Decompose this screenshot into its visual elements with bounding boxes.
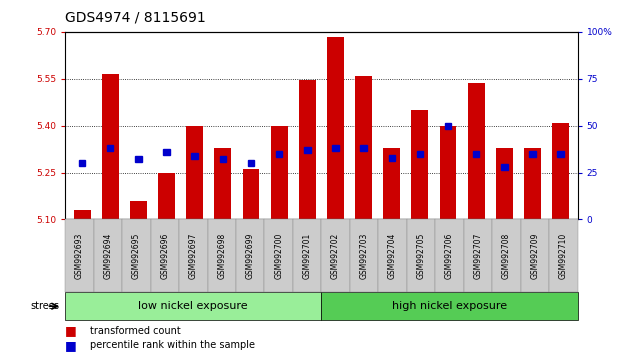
Bar xyxy=(468,84,484,219)
Text: GSM992700: GSM992700 xyxy=(274,233,283,279)
Text: GSM992703: GSM992703 xyxy=(360,233,368,279)
Text: GSM992698: GSM992698 xyxy=(217,233,226,279)
Text: ■: ■ xyxy=(65,325,77,337)
Bar xyxy=(214,148,231,219)
Text: GSM992706: GSM992706 xyxy=(445,233,454,279)
Bar xyxy=(327,36,344,219)
Bar xyxy=(79,160,85,166)
Text: GSM992696: GSM992696 xyxy=(160,233,170,279)
Text: GSM992701: GSM992701 xyxy=(302,233,312,279)
Bar xyxy=(383,148,400,219)
Bar xyxy=(130,201,147,219)
Text: GSM992702: GSM992702 xyxy=(331,233,340,279)
Text: GDS4974 / 8115691: GDS4974 / 8115691 xyxy=(65,11,206,25)
Bar xyxy=(163,149,170,155)
Text: GSM992709: GSM992709 xyxy=(530,233,539,279)
Text: GSM992708: GSM992708 xyxy=(502,233,511,279)
Text: transformed count: transformed count xyxy=(90,326,181,336)
Bar xyxy=(107,145,114,151)
Text: GSM992694: GSM992694 xyxy=(104,233,112,279)
Bar xyxy=(524,148,541,219)
Bar xyxy=(276,151,283,157)
Bar xyxy=(220,156,226,162)
Bar xyxy=(501,164,507,170)
Bar xyxy=(473,151,479,157)
Bar xyxy=(412,110,428,219)
Bar xyxy=(299,80,315,219)
Bar xyxy=(191,153,198,159)
Text: GSM992699: GSM992699 xyxy=(246,233,255,279)
Bar xyxy=(360,145,367,151)
Bar xyxy=(440,126,456,219)
Bar xyxy=(389,155,395,161)
Bar xyxy=(417,151,423,157)
Bar xyxy=(496,148,513,219)
Text: GSM992693: GSM992693 xyxy=(75,233,84,279)
Bar xyxy=(552,122,569,219)
Bar xyxy=(135,156,142,162)
Bar xyxy=(248,160,254,166)
Bar xyxy=(355,76,372,219)
Text: GSM992704: GSM992704 xyxy=(388,233,397,279)
Bar xyxy=(529,151,536,157)
Text: ■: ■ xyxy=(65,339,77,352)
Bar xyxy=(332,145,338,151)
Text: GSM992707: GSM992707 xyxy=(473,233,483,279)
Text: low nickel exposure: low nickel exposure xyxy=(138,301,248,311)
Bar xyxy=(445,123,451,129)
Bar xyxy=(158,172,175,219)
Bar xyxy=(74,210,91,219)
Bar xyxy=(271,126,288,219)
Bar xyxy=(102,74,119,219)
Text: stress: stress xyxy=(30,301,59,311)
Bar xyxy=(558,151,564,157)
Bar xyxy=(243,170,260,219)
Bar xyxy=(304,147,310,153)
Text: percentile rank within the sample: percentile rank within the sample xyxy=(90,340,255,350)
Text: GSM992697: GSM992697 xyxy=(189,233,197,279)
Text: GSM992695: GSM992695 xyxy=(132,233,141,279)
Text: GSM992710: GSM992710 xyxy=(559,233,568,279)
Bar xyxy=(186,126,203,219)
Text: high nickel exposure: high nickel exposure xyxy=(392,301,507,311)
Text: GSM992705: GSM992705 xyxy=(417,233,425,279)
